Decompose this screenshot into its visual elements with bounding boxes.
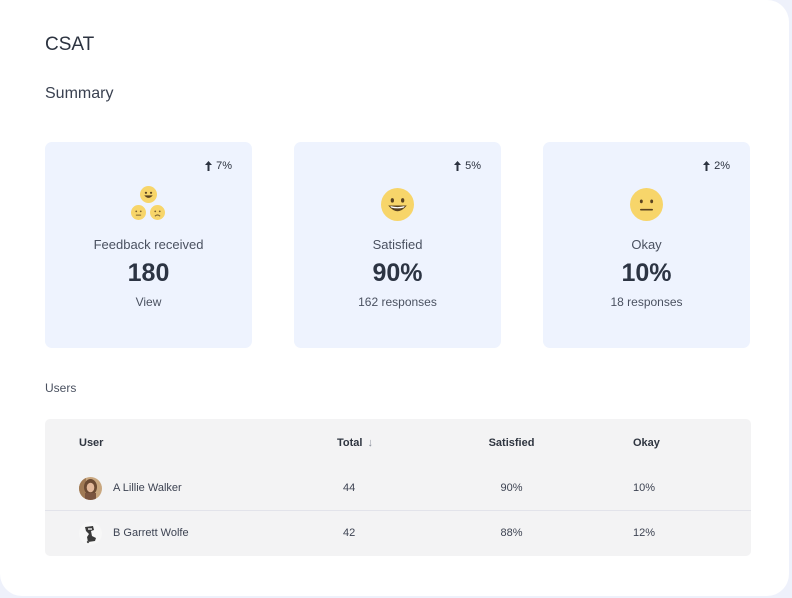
table-row[interactable]: A Lillie Walker 44 90% 10% — [45, 466, 751, 511]
view-link[interactable]: View — [135, 295, 162, 309]
arrow-up-icon — [703, 161, 711, 171]
section-title-users: Users — [45, 381, 77, 395]
card-responses: 18 responses — [610, 295, 683, 309]
sort-descending-icon: ↓ — [367, 437, 373, 449]
trend-value: 7% — [216, 160, 232, 172]
card-feedback-received: 7% — [45, 142, 252, 348]
user-cell: B Garrett Wolfe — [79, 511, 189, 555]
avatar — [79, 521, 102, 545]
okay-cell: 12% — [633, 527, 656, 539]
okay-cell: 10% — [633, 482, 656, 494]
table-header: User Total ↓ Satisfied Okay — [45, 421, 751, 465]
trend-badge: 2% — [703, 160, 730, 172]
grinning-face-icon — [381, 187, 414, 221]
total-cell: 44 — [343, 482, 356, 494]
card-label: Okay — [631, 237, 662, 252]
section-title-summary: Summary — [45, 85, 114, 102]
trend-value: 5% — [465, 160, 481, 172]
card-value: 90% — [372, 259, 423, 287]
user-name: B Garrett Wolfe — [113, 527, 189, 539]
column-header-satisfied[interactable]: Satisfied — [488, 437, 535, 449]
card-responses: 162 responses — [358, 295, 437, 309]
user-cell: A Lillie Walker — [79, 466, 182, 510]
emoji-cluster-icon — [130, 186, 167, 222]
card-okay: 2% Okay 10% 18 responses — [543, 142, 750, 348]
trend-badge: 7% — [205, 160, 232, 172]
trend-badge: 5% — [454, 160, 481, 172]
card-satisfied: 5% Satisfied 90% 162 responses — [294, 142, 501, 348]
satisfied-cell: 90% — [500, 482, 523, 494]
column-header-total[interactable]: Total ↓ — [337, 437, 373, 449]
neutral-face-icon — [630, 187, 663, 221]
column-header-okay[interactable]: Okay — [633, 437, 660, 449]
trend-value: 2% — [714, 160, 730, 172]
card-label: Feedback received — [93, 237, 204, 252]
arrow-up-icon — [205, 161, 213, 171]
table-row[interactable]: B Garrett Wolfe 42 88% 12% — [45, 511, 751, 555]
satisfied-cell: 88% — [500, 527, 523, 539]
user-name: A Lillie Walker — [113, 482, 182, 494]
avatar — [79, 476, 102, 500]
card-value: 10% — [621, 259, 672, 287]
card-value: 180 — [127, 259, 170, 287]
arrow-up-icon — [454, 161, 462, 171]
page-title: CSAT — [45, 34, 95, 55]
users-table: User Total ↓ Satisfied Okay — [45, 419, 751, 556]
card-label: Satisfied — [372, 237, 423, 252]
total-cell: 42 — [343, 527, 356, 539]
column-header-user[interactable]: User — [79, 437, 104, 449]
